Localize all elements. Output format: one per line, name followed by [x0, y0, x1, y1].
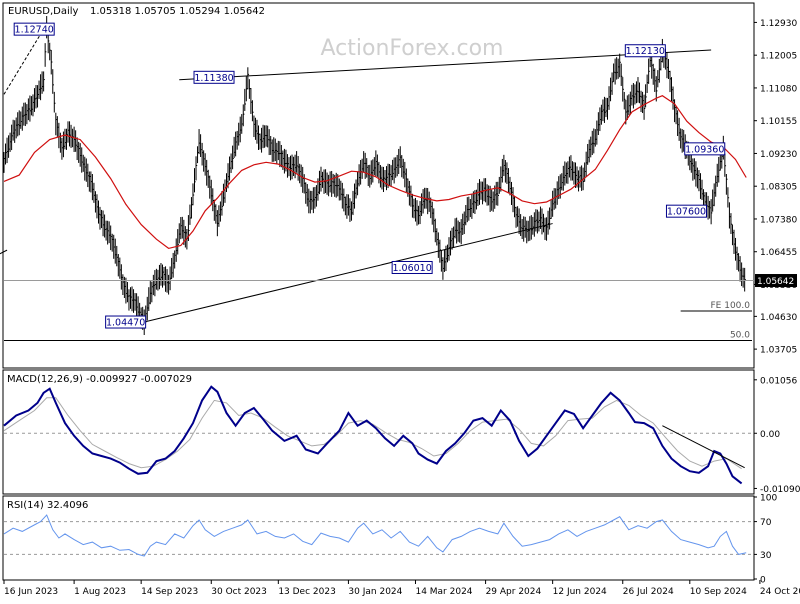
price-level-box — [624, 44, 666, 58]
price-y-tick-label: 1.12930 — [760, 19, 797, 29]
price-level-label: 1.06010 — [392, 263, 431, 274]
x-axis: 16 Jun 2023 1 Aug 2023 14 Sep 2023 30 Oct 2… — [3, 580, 800, 597]
macd-y-tick-label: 0.01056 — [760, 376, 797, 386]
price-level-label: 1.09360 — [685, 144, 724, 155]
symbol-label: EURUSD,Daily — [8, 6, 79, 17]
price-level-label: 1.07600 — [667, 207, 706, 218]
macd-y-tick-label: -0.010902 — [760, 485, 800, 495]
macd-title: MACD(12,26,9) -0.009927 -0.007029 — [7, 374, 192, 385]
price-panel-frame — [2, 2, 755, 369]
x-tick-label: 14 Sep 2023 — [141, 587, 198, 597]
rsi-y-tick-label: 70 — [760, 518, 772, 528]
price-y-tick-label: 1.11080 — [760, 84, 797, 94]
rsi-y-tick-label: 0 — [760, 576, 766, 586]
ohlc-label: 1.05318 1.05705 1.05294 1.05642 — [90, 6, 265, 17]
price-level-label: 1.11380 — [194, 73, 233, 84]
macd-signal-line — [3, 397, 742, 470]
macd-line — [3, 385, 743, 485]
x-tick-label: 16 Jun 2023 — [4, 587, 58, 597]
price-dashed-trendline — [3, 28, 45, 95]
macd-layer: 0.01056 0.00 -0.010902 — [3, 376, 800, 495]
x-tick-label: 14 Mar 2024 — [415, 587, 472, 597]
price-level-box — [684, 142, 726, 156]
x-tick-label: 1 Aug 2023 — [74, 587, 126, 597]
price-y-tick-label: 1.06455 — [760, 248, 797, 258]
price-y-tick-label: 1.04630 — [760, 313, 797, 323]
x-tick-label: 24 Oct 2024 — [760, 587, 800, 597]
price-y-tick-label: 1.09230 — [760, 150, 797, 160]
rsi-layer: 100 70 30 0 — [3, 494, 777, 586]
price-level-label: 1.12740 — [15, 25, 54, 36]
macd-panel-frame — [2, 369, 755, 495]
price-level-box — [193, 70, 235, 84]
rsi-line — [3, 514, 747, 557]
x-tick-label: 12 Jun 2024 — [553, 587, 607, 597]
fe-label: FE 100.0 — [711, 301, 751, 311]
price-level-label: 1.12130 — [626, 46, 665, 57]
price-level-label: 1.04470 — [106, 318, 145, 329]
macd-trendline — [662, 425, 745, 469]
last-price-badge — [755, 274, 797, 288]
price-trendline — [0, 249, 8, 255]
x-tick-label: 30 Oct 2023 — [211, 587, 267, 597]
price-level-box — [665, 204, 707, 218]
rsi-y-tick-label: 100 — [760, 494, 777, 504]
x-tick-label: 30 Jan 2024 — [348, 587, 402, 597]
price-bars — [3, 16, 746, 335]
fe-label: 50.0 — [730, 330, 750, 340]
moving-average-line — [3, 95, 747, 250]
rsi-y-tick-label: 30 — [760, 551, 772, 561]
rsi-panel-frame — [2, 495, 755, 581]
price-y-tick-label: 1.12005 — [760, 52, 797, 62]
macd-y-tick-label: 0.00 — [760, 430, 780, 440]
rsi-title: RSI(14) 32.4096 — [7, 500, 88, 511]
price-y-tick-label: 1.03705 — [760, 346, 797, 356]
x-tick-label: 10 Sep 2024 — [690, 587, 747, 597]
x-tick-label: 26 Jul 2024 — [623, 587, 674, 597]
price-y-tick-label: 1.10155 — [760, 117, 797, 127]
x-tick-label: 29 Apr 2024 — [486, 587, 542, 597]
price-trendline — [179, 49, 712, 81]
price-level-box — [105, 315, 147, 329]
price-level-box — [391, 260, 433, 274]
price-y-tick-label: 1.07380 — [760, 215, 797, 225]
watermark: ActionForex.com — [321, 36, 504, 61]
price-y-tick-label: 1.08305 — [760, 183, 797, 193]
x-tick-label: 13 Dec 2023 — [278, 587, 336, 597]
price-layer: 1.12930 1.12005 1.11080 1.10155 1.09230 1.083… — [0, 16, 797, 356]
price-level-box — [13, 22, 55, 36]
chart-header: EURUSD,Daily 1.05318 1.05705 1.05294 1.0… — [8, 6, 265, 17]
last-price-label: 1.05642 — [757, 277, 794, 287]
price-trendline — [144, 223, 553, 323]
